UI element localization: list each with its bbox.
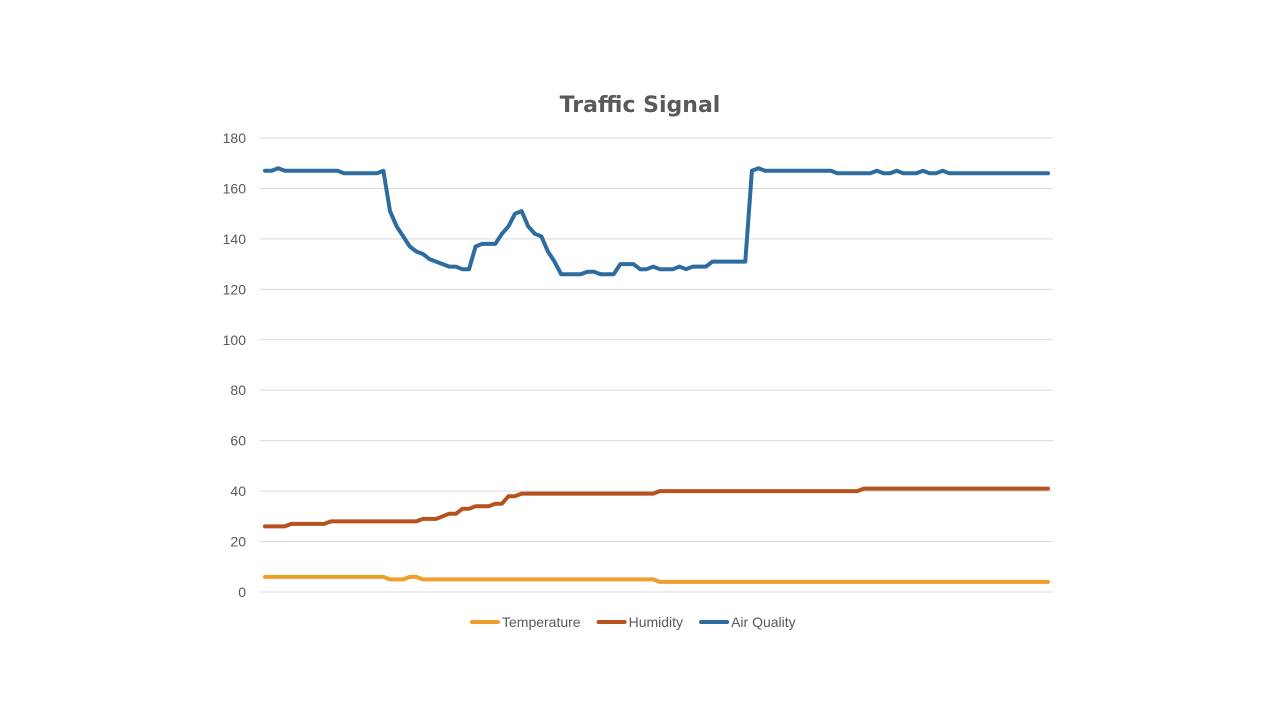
series-line-air-quality <box>263 166 1050 277</box>
series-line-humidity <box>263 486 1050 529</box>
legend-label: Temperature <box>502 614 581 630</box>
legend: Temperature Humidity Air Quality <box>470 614 796 630</box>
y-tick-label: 80 <box>230 382 246 398</box>
legend-label: Humidity <box>629 614 683 630</box>
y-tick-label: 160 <box>223 180 247 196</box>
y-tick-label: 20 <box>230 534 246 550</box>
y-axis-labels: 0 20 40 60 80 100 120 140 160 180 <box>223 130 247 600</box>
gridlines <box>260 137 1053 593</box>
chart-title: Traffic Signal <box>560 93 721 118</box>
y-tick-label: 120 <box>223 281 247 297</box>
y-tick-label: 180 <box>223 130 247 146</box>
legend-label: Air Quality <box>731 614 796 630</box>
y-tick-label: 100 <box>223 332 247 348</box>
series-line-temperature <box>263 574 1050 584</box>
y-tick-label: 140 <box>223 231 247 247</box>
y-tick-label: 0 <box>238 584 246 600</box>
y-tick-label: 60 <box>230 433 246 449</box>
y-tick-label: 40 <box>230 483 246 499</box>
series-lines <box>263 166 1050 584</box>
